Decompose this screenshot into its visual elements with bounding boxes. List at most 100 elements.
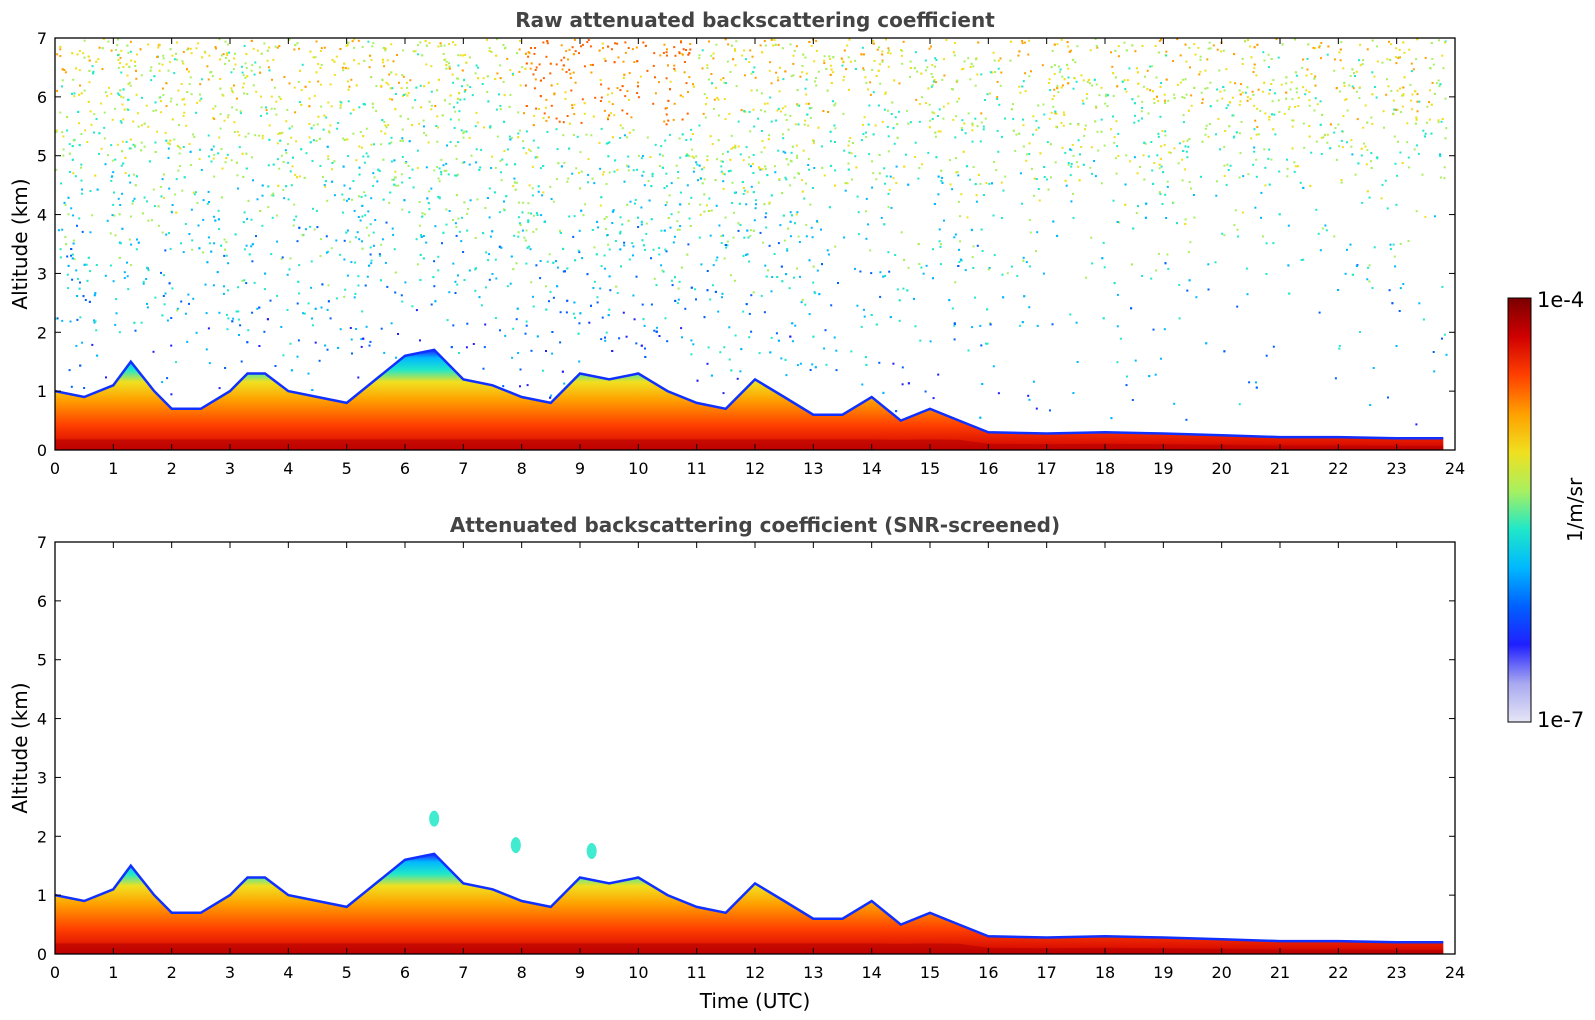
noise-point <box>551 352 554 355</box>
noise-point <box>905 153 907 156</box>
noise-point <box>1286 158 1288 161</box>
noise-point <box>640 206 643 209</box>
noise-point <box>676 302 679 305</box>
noise-point <box>135 175 138 178</box>
noise-point <box>80 163 83 166</box>
noise-point <box>386 285 389 288</box>
noise-point <box>1320 136 1323 139</box>
noise-point <box>708 40 710 43</box>
noise-point <box>1395 47 1398 50</box>
noise-point <box>317 63 320 65</box>
noise-point <box>186 68 188 71</box>
noise-point <box>86 141 89 143</box>
noise-point <box>427 141 430 144</box>
noise-point <box>949 183 952 186</box>
noise-point <box>324 185 327 188</box>
noise-point <box>563 161 566 164</box>
noise-point <box>79 316 82 319</box>
noise-point <box>972 245 975 248</box>
noise-point <box>1302 122 1305 125</box>
noise-point <box>748 156 751 159</box>
noise-point <box>160 271 162 274</box>
noise-point <box>887 150 890 153</box>
noise-point <box>1313 109 1316 112</box>
noise-point <box>1318 46 1321 49</box>
noise-point <box>865 210 867 213</box>
noise-point <box>175 361 177 364</box>
noise-point <box>622 76 625 79</box>
noise-point <box>1137 82 1140 85</box>
noise-point <box>171 211 173 214</box>
noise-point <box>848 151 851 154</box>
noise-point <box>801 190 804 193</box>
noise-point <box>224 40 227 43</box>
noise-point <box>173 72 176 75</box>
noise-point <box>428 100 431 103</box>
noise-point <box>135 248 138 251</box>
noise-point <box>1157 132 1160 135</box>
noise-point <box>1439 83 1442 86</box>
noise-point <box>207 134 210 137</box>
noise-point <box>111 118 114 121</box>
noise-point <box>272 58 275 61</box>
noise-point <box>1193 86 1196 89</box>
noise-point <box>1069 313 1072 316</box>
noise-point <box>1123 79 1126 82</box>
noise-point <box>478 168 481 171</box>
noise-point <box>1355 265 1358 267</box>
noise-point <box>619 136 622 139</box>
noise-point <box>600 265 603 268</box>
noise-point <box>824 329 827 332</box>
noise-point <box>1226 163 1229 166</box>
noise-point <box>1343 84 1346 87</box>
noise-point <box>783 239 786 242</box>
noise-point <box>278 95 281 98</box>
noise-point <box>812 335 815 338</box>
noise-point <box>1083 134 1086 137</box>
noise-point <box>583 65 586 68</box>
noise-point <box>71 92 73 95</box>
noise-point <box>457 274 459 277</box>
noise-point <box>266 49 269 52</box>
noise-point <box>202 251 205 254</box>
noise-point <box>337 122 340 124</box>
noise-point <box>1223 89 1226 92</box>
noise-point <box>1043 176 1046 178</box>
noise-point <box>697 179 699 182</box>
noise-point <box>907 122 910 125</box>
noise-point <box>265 109 268 112</box>
noise-point <box>927 87 930 90</box>
noise-point <box>1236 228 1239 231</box>
noise-point <box>634 198 637 201</box>
noise-point <box>551 331 554 333</box>
noise-point <box>862 133 865 136</box>
noise-point <box>143 122 146 125</box>
noise-point <box>175 211 178 214</box>
noise-point <box>454 292 457 294</box>
noise-point <box>401 74 404 76</box>
noise-point <box>1398 310 1401 312</box>
noise-point <box>167 142 170 145</box>
noise-point <box>654 76 656 79</box>
noise-point <box>1229 101 1232 104</box>
noise-point <box>137 112 139 115</box>
noise-point <box>86 279 89 282</box>
noise-point <box>1182 140 1185 143</box>
noise-point <box>282 161 285 163</box>
noise-point <box>291 125 294 128</box>
noise-point <box>93 294 96 297</box>
noise-point <box>488 187 491 190</box>
noise-point <box>778 178 781 181</box>
noise-point <box>399 115 402 118</box>
noise-point <box>522 201 525 204</box>
noise-point <box>274 45 277 48</box>
noise-point <box>531 187 534 190</box>
noise-point <box>805 93 808 96</box>
noise-point <box>1437 119 1440 122</box>
noise-point <box>357 39 360 42</box>
noise-point <box>412 50 415 53</box>
noise-point <box>833 104 836 107</box>
noise-point <box>287 143 289 146</box>
noise-point <box>325 235 328 238</box>
noise-point <box>1376 60 1379 63</box>
